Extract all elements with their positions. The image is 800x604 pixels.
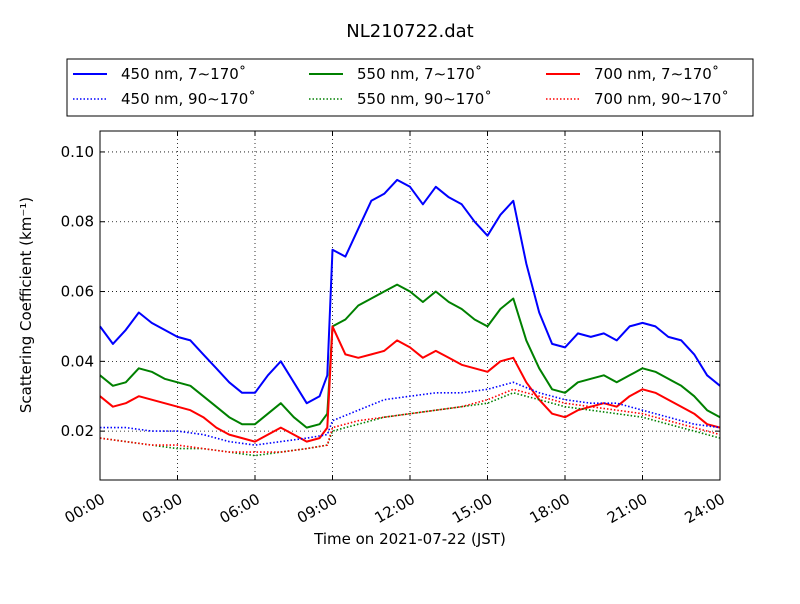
legend-label-4: 550 nm, 90∼170˚ xyxy=(357,90,492,108)
y-tick-label: 0.02 xyxy=(61,422,94,440)
x-axis-label: Time on 2021-07-22 (JST) xyxy=(313,530,506,548)
series-line-2 xyxy=(100,381,721,446)
y-tick-label: 0.08 xyxy=(61,213,94,231)
x-tick-label: 06:00 xyxy=(217,490,263,527)
x-tick-label: 12:00 xyxy=(372,490,418,527)
y-axis-label: Scattering Coefficient (km⁻¹) xyxy=(17,197,35,413)
x-tick-label: 03:00 xyxy=(139,490,185,527)
legend-label-2: 450 nm, 90∼170˚ xyxy=(121,90,256,108)
x-tick-label: 21:00 xyxy=(604,490,650,527)
series-line-6 xyxy=(99,388,721,453)
x-tick-label: 24:00 xyxy=(682,490,728,527)
legend-label-3: 550 nm, 7∼170˚ xyxy=(357,65,482,83)
plot-series xyxy=(99,178,721,457)
series-line-5 xyxy=(99,325,721,443)
x-tick-label: 09:00 xyxy=(294,490,340,527)
y-tick-label: 0.10 xyxy=(61,143,94,161)
series-line-4 xyxy=(99,391,721,457)
legend-box xyxy=(66,58,754,117)
series-line-3 xyxy=(99,283,721,429)
legend-label-5: 700 nm, 7∼170˚ xyxy=(594,65,719,83)
x-tick-label: 18:00 xyxy=(527,490,573,527)
chart-title: NL210722.dat xyxy=(346,21,473,42)
x-tick-label: 15:00 xyxy=(449,490,495,527)
y-tick-label: 0.06 xyxy=(61,283,94,301)
legend-label-6: 700 nm, 90∼170˚ xyxy=(594,90,729,108)
y-tick-label: 0.04 xyxy=(61,352,94,370)
x-tick-label: 00:00 xyxy=(62,490,108,527)
legend-label-1: 450 nm, 7∼170˚ xyxy=(121,65,246,83)
legend: 450 nm, 7∼170˚ 450 nm, 90∼170˚ 550 nm, 7∼1… xyxy=(66,58,754,117)
series-line-1 xyxy=(99,178,721,405)
grid-lines xyxy=(99,131,721,480)
